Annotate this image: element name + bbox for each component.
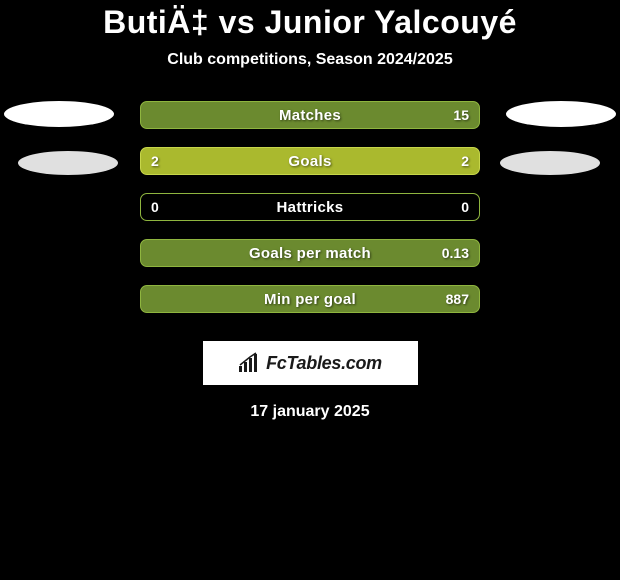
stat-right-value: 2 bbox=[461, 153, 469, 169]
page-title: ButiÄ‡ vs Junior Yalcouyé bbox=[0, 4, 620, 41]
stat-left-value: 0 bbox=[151, 199, 159, 215]
player-right-shadow-2 bbox=[500, 151, 600, 175]
player-left-shadow-1 bbox=[4, 101, 114, 127]
branding-text: FcTables.com bbox=[266, 353, 382, 374]
footer-date: 17 january 2025 bbox=[0, 403, 620, 421]
stats-area: Matches 15 2 Goals 2 0 Hattricks 0 Goals… bbox=[0, 101, 620, 421]
stat-label: Hattricks bbox=[277, 199, 344, 216]
stat-right-value: 15 bbox=[453, 107, 469, 123]
stat-label: Min per goal bbox=[264, 291, 356, 308]
stat-label: Goals per match bbox=[249, 245, 371, 262]
player-right-shadow-1 bbox=[506, 101, 616, 127]
stat-right-value: 0.13 bbox=[442, 245, 469, 261]
stat-right-value: 0 bbox=[461, 199, 469, 215]
subtitle: Club competitions, Season 2024/2025 bbox=[0, 51, 620, 69]
stat-label: Goals bbox=[288, 153, 331, 170]
stat-right-value: 887 bbox=[446, 291, 469, 307]
stat-label: Matches bbox=[279, 107, 341, 124]
branding-box: FcTables.com bbox=[203, 341, 418, 385]
stat-row-matches: Matches 15 bbox=[140, 101, 480, 129]
stat-row-mpg: Min per goal 887 bbox=[140, 285, 480, 313]
player-left-shadow-2 bbox=[18, 151, 118, 175]
bar-chart-icon bbox=[238, 352, 260, 374]
stat-rows: Matches 15 2 Goals 2 0 Hattricks 0 Goals… bbox=[140, 101, 480, 313]
stat-left-value: 2 bbox=[151, 153, 159, 169]
stat-row-goals: 2 Goals 2 bbox=[140, 147, 480, 175]
stat-row-gpm: Goals per match 0.13 bbox=[140, 239, 480, 267]
stat-row-hattricks: 0 Hattricks 0 bbox=[140, 193, 480, 221]
comparison-card: ButiÄ‡ vs Junior Yalcouyé Club competiti… bbox=[0, 0, 620, 421]
